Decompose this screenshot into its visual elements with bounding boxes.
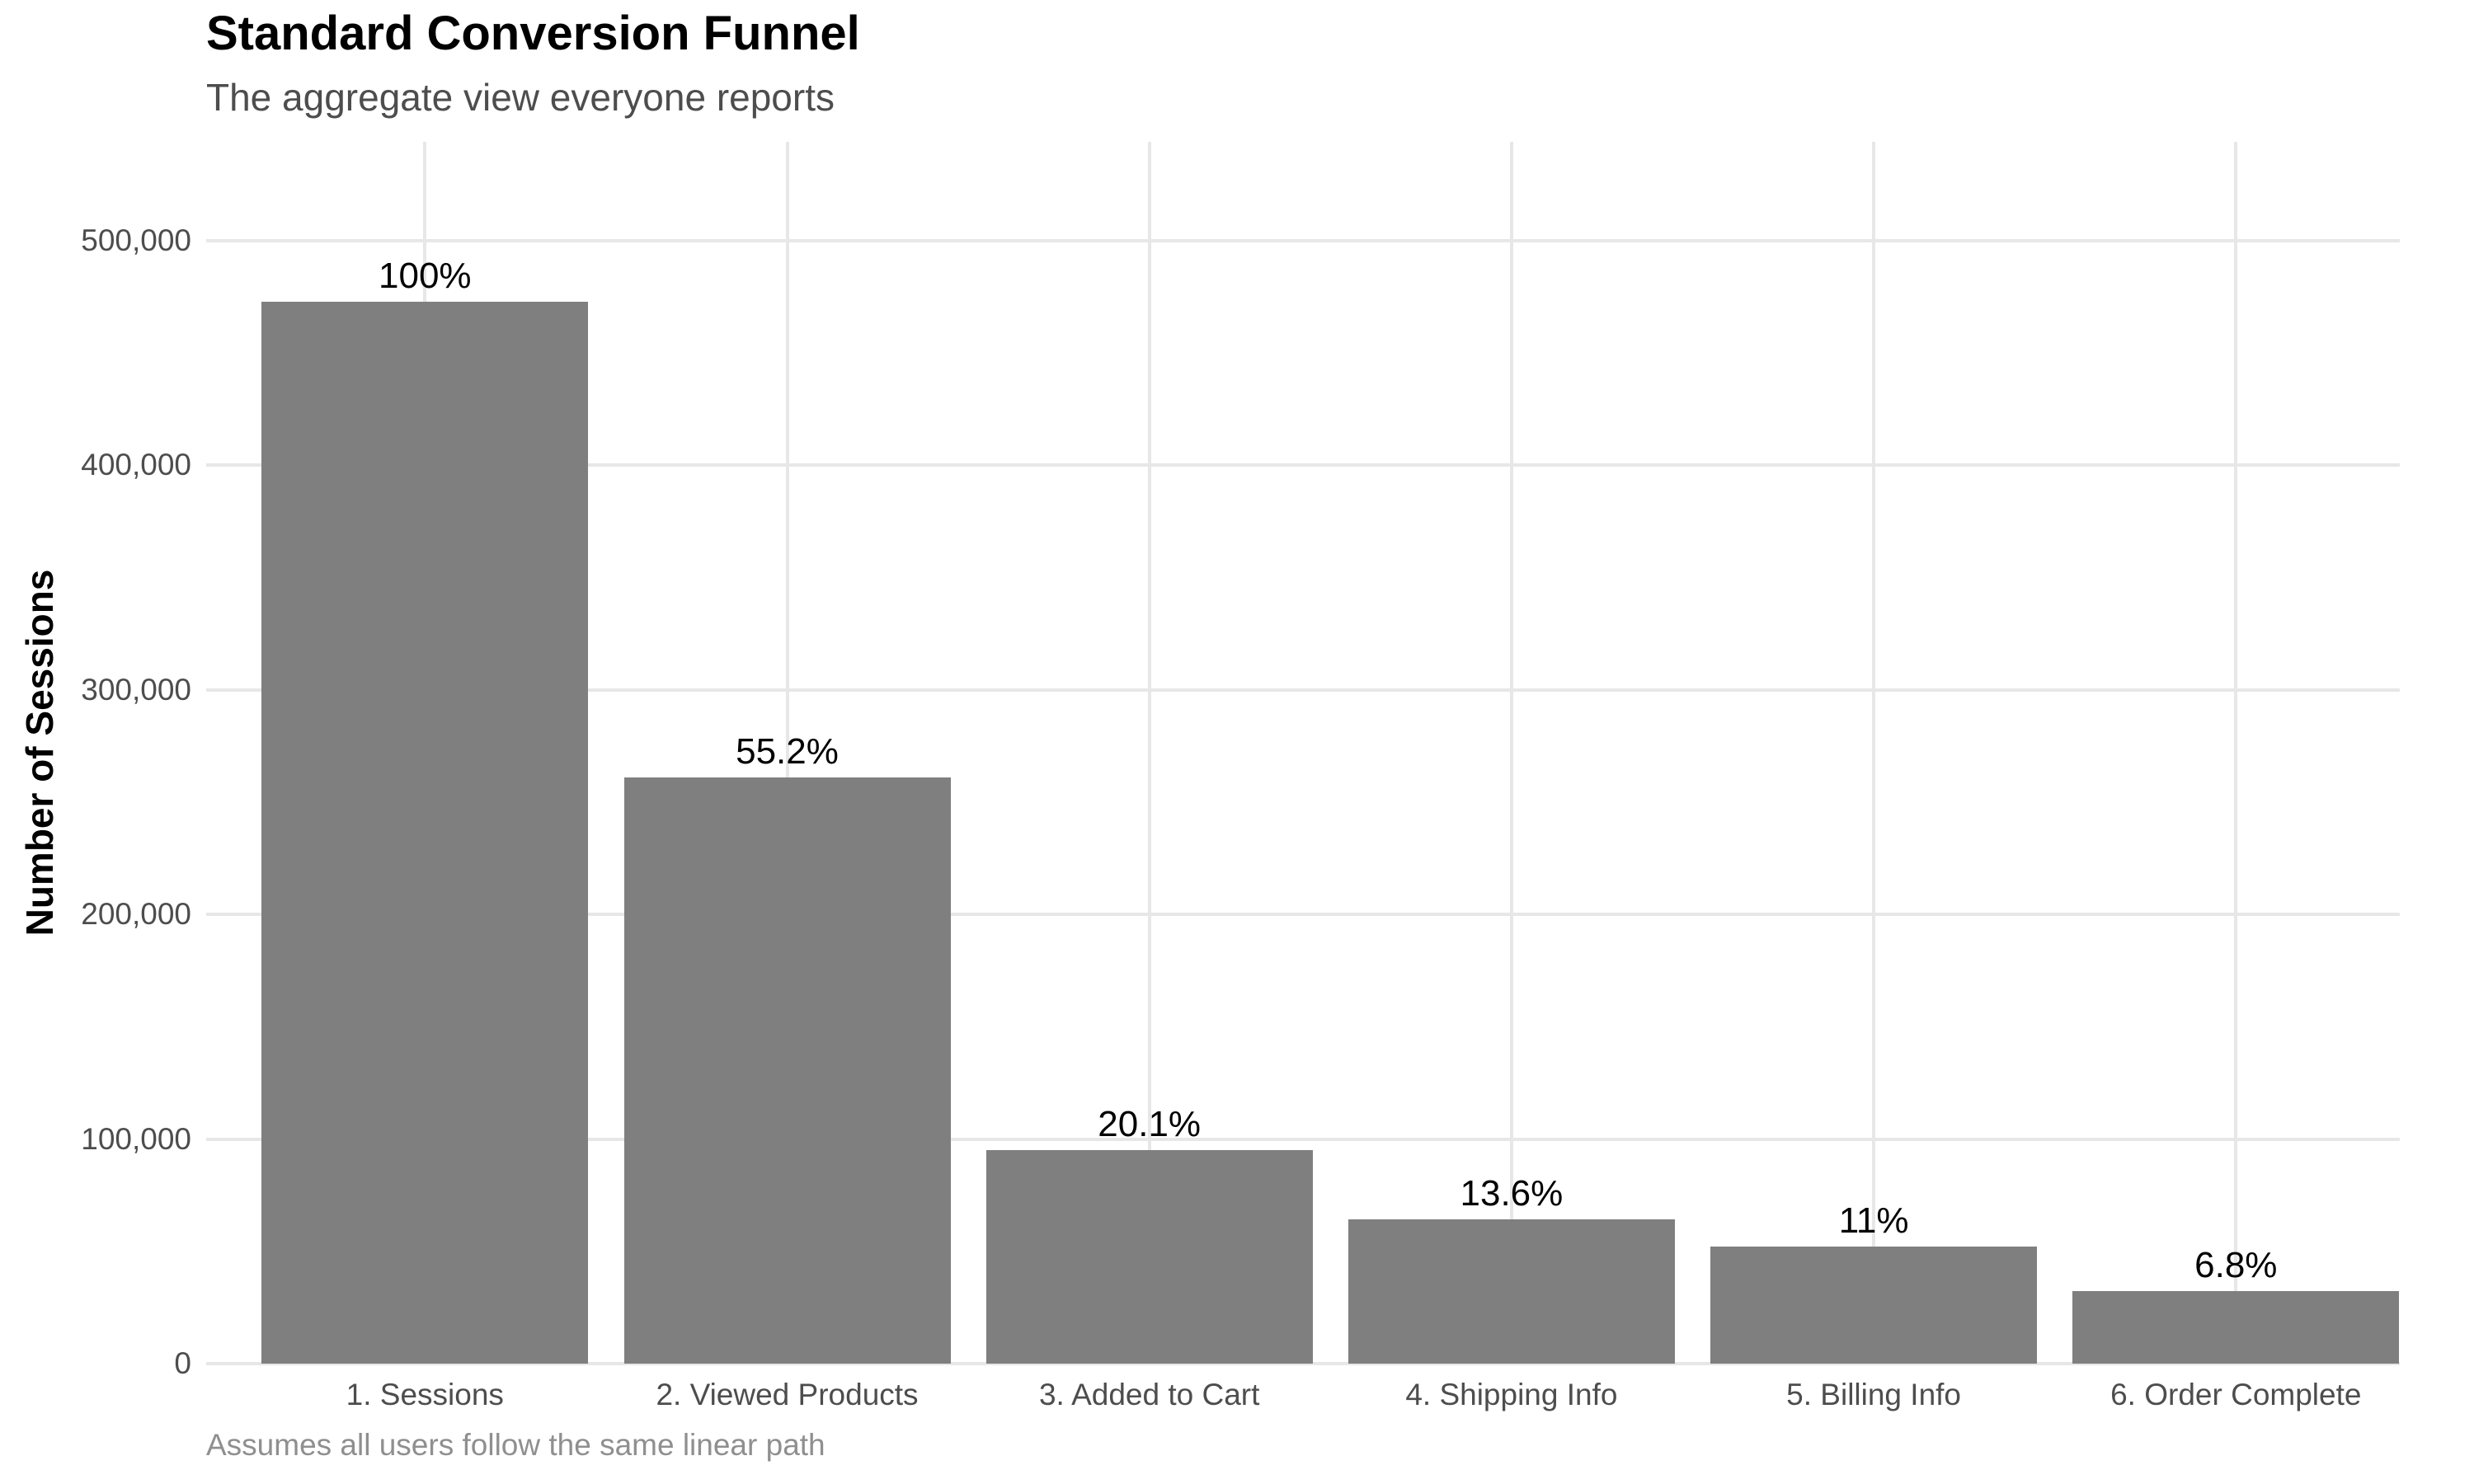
v-gridline [1509,142,1513,1364]
funnel-bar [1710,1247,2038,1364]
v-gridline [2234,142,2238,1364]
funnel-bar [2072,1291,2400,1364]
x-tick-label: 6. Order Complete [2110,1378,2362,1411]
h-gridline [206,913,2400,917]
y-tick-label: 100,000 [81,1121,191,1156]
bar-percent-label: 13.6% [1460,1172,1564,1214]
x-tick-label: 4. Shipping Info [1405,1378,1618,1411]
y-tick-label: 400,000 [81,448,191,482]
bar-percent-label: 6.8% [2194,1245,2278,1286]
bar-percent-label: 20.1% [1098,1104,1202,1145]
chart-title: Standard Conversion Funnel [206,7,860,60]
chart-subtitle: The aggregate view everyone reports [206,76,835,119]
funnel-bar [985,1150,1313,1364]
x-tick-label: 2. Viewed Products [656,1378,919,1411]
bar-percent-label: 100% [379,255,472,296]
y-tick-label: 0 [174,1346,191,1380]
y-tick-label: 500,000 [81,223,191,257]
x-tick-label: 3. Added to Cart [1038,1378,1260,1411]
v-gridline [1147,142,1151,1364]
bar-percent-label: 11% [1838,1200,1909,1242]
y-tick-label: 300,000 [81,672,191,707]
x-tick-label: 5. Billing Info [1786,1378,1962,1411]
h-gridline [206,1137,2400,1141]
v-gridline [1872,142,1876,1364]
v-gridline [785,142,789,1364]
h-gridline [206,238,2400,242]
funnel-bar [261,301,589,1364]
plot-panel [206,142,2400,1365]
chart-caption: Assumes all users follow the same linear… [206,1428,825,1462]
funnel-bar [623,777,951,1364]
bar-percent-label: 55.2% [736,730,839,772]
h-gridline [206,463,2400,467]
funnel-bar [1348,1219,1675,1364]
h-gridline [206,1362,2400,1365]
h-gridline [206,688,2400,692]
y-tick-label: 200,000 [81,897,191,932]
x-tick-label: 1. Sessions [346,1378,504,1411]
